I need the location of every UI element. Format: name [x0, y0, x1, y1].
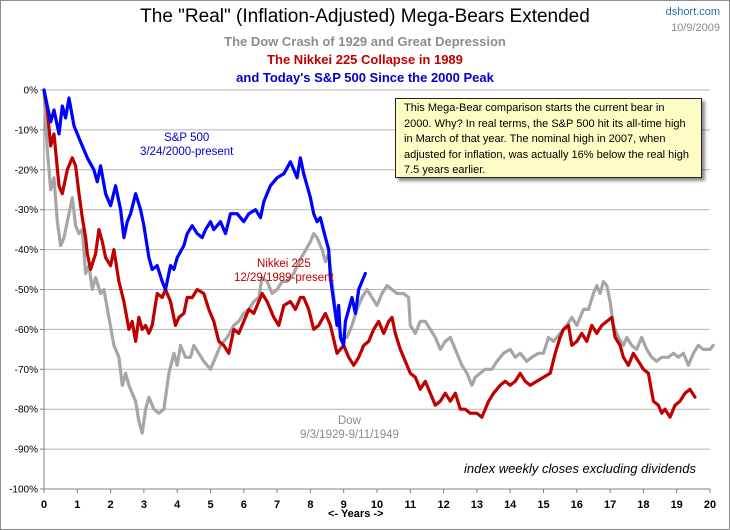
x-tick-label: 3	[141, 499, 147, 511]
x-tick-label: 1	[74, 499, 80, 511]
label-sp500: S&P 500 3/24/2000-present	[140, 131, 233, 159]
x-tick-label: 2	[108, 499, 114, 511]
label-nikkei: Nikkei 225 12/29/1989-present	[234, 257, 334, 285]
x-tick-label: 19	[671, 499, 683, 511]
y-tick-label: -50%	[15, 285, 38, 296]
chart-date: 10/9/2009	[671, 22, 720, 34]
y-tick-label: -30%	[15, 205, 38, 216]
x-tick-label: 6	[241, 499, 247, 511]
subtitle-sp: and Today's S&P 500 Since the 2000 Peak	[236, 70, 494, 85]
x-tick-label: 13	[471, 499, 483, 511]
x-tick-label: 14	[504, 499, 517, 511]
label-dow: Dow 9/3/1929-9/11/1949	[300, 414, 399, 442]
y-tick-label: -10%	[15, 125, 38, 136]
y-tick-label: -40%	[15, 245, 38, 256]
x-tick-label: 5	[207, 499, 213, 511]
x-tick-label: 9	[341, 499, 347, 511]
x-tick-label: 7	[274, 499, 280, 511]
y-tick-label: -60%	[15, 325, 38, 336]
x-tick-label: 4	[174, 499, 181, 511]
label-nikkei-name: Nikkei 225	[257, 258, 311, 270]
x-tick-label: 11	[404, 499, 416, 511]
series-dow	[42, 88, 715, 435]
x-tick-label: 16	[571, 499, 583, 511]
y-tick-label: -80%	[15, 405, 38, 416]
footnote: index weekly closes excluding dividends	[464, 461, 696, 476]
x-tick-label: 12	[437, 499, 449, 511]
subtitle-nikkei: The Nikkei 225 Collapse in 1989	[267, 52, 463, 67]
y-tick-label: -20%	[15, 165, 38, 176]
x-tick-label: 20	[704, 499, 716, 511]
axes: 0% -10% -20% -30% -40% -50% -60% -70% -80% -90% -1…	[9, 86, 716, 512]
chart-title: The "Real" (Inflation-Adjusted) Mega-Bea…	[140, 6, 590, 27]
label-nikkei-range: 12/29/1989-present	[234, 272, 334, 284]
label-sp500-name: S&P 500	[164, 132, 210, 144]
label-sp500-range: 3/24/2000-present	[140, 146, 234, 158]
x-tick-label: 17	[604, 499, 616, 511]
y-tick-label: -70%	[15, 365, 38, 376]
series-sp500	[42, 88, 367, 347]
x-axis-title: <- Years ->	[328, 508, 384, 520]
x-tick-label: 0	[41, 499, 47, 511]
label-dow-name: Dow	[337, 415, 361, 427]
series-nikkei	[42, 88, 697, 419]
label-dow-range: 9/3/1929-9/11/1949	[300, 429, 399, 441]
y-tick-label: -100%	[9, 485, 38, 496]
source-site: dshort.com	[665, 6, 720, 18]
annotation-note: This Mega-Bear comparison starts the cur…	[395, 98, 702, 178]
series-lines	[42, 88, 715, 435]
x-tick-label: 10	[371, 499, 383, 511]
y-tick-label: 0%	[24, 86, 39, 97]
subtitle-dow: The Dow Crash of 1929 and Great Depressi…	[224, 34, 506, 49]
x-tick-label: 8	[307, 499, 313, 511]
x-tick-label: 15	[537, 499, 549, 511]
x-tick-label: 18	[637, 499, 649, 511]
y-tick-label: -90%	[15, 445, 38, 456]
